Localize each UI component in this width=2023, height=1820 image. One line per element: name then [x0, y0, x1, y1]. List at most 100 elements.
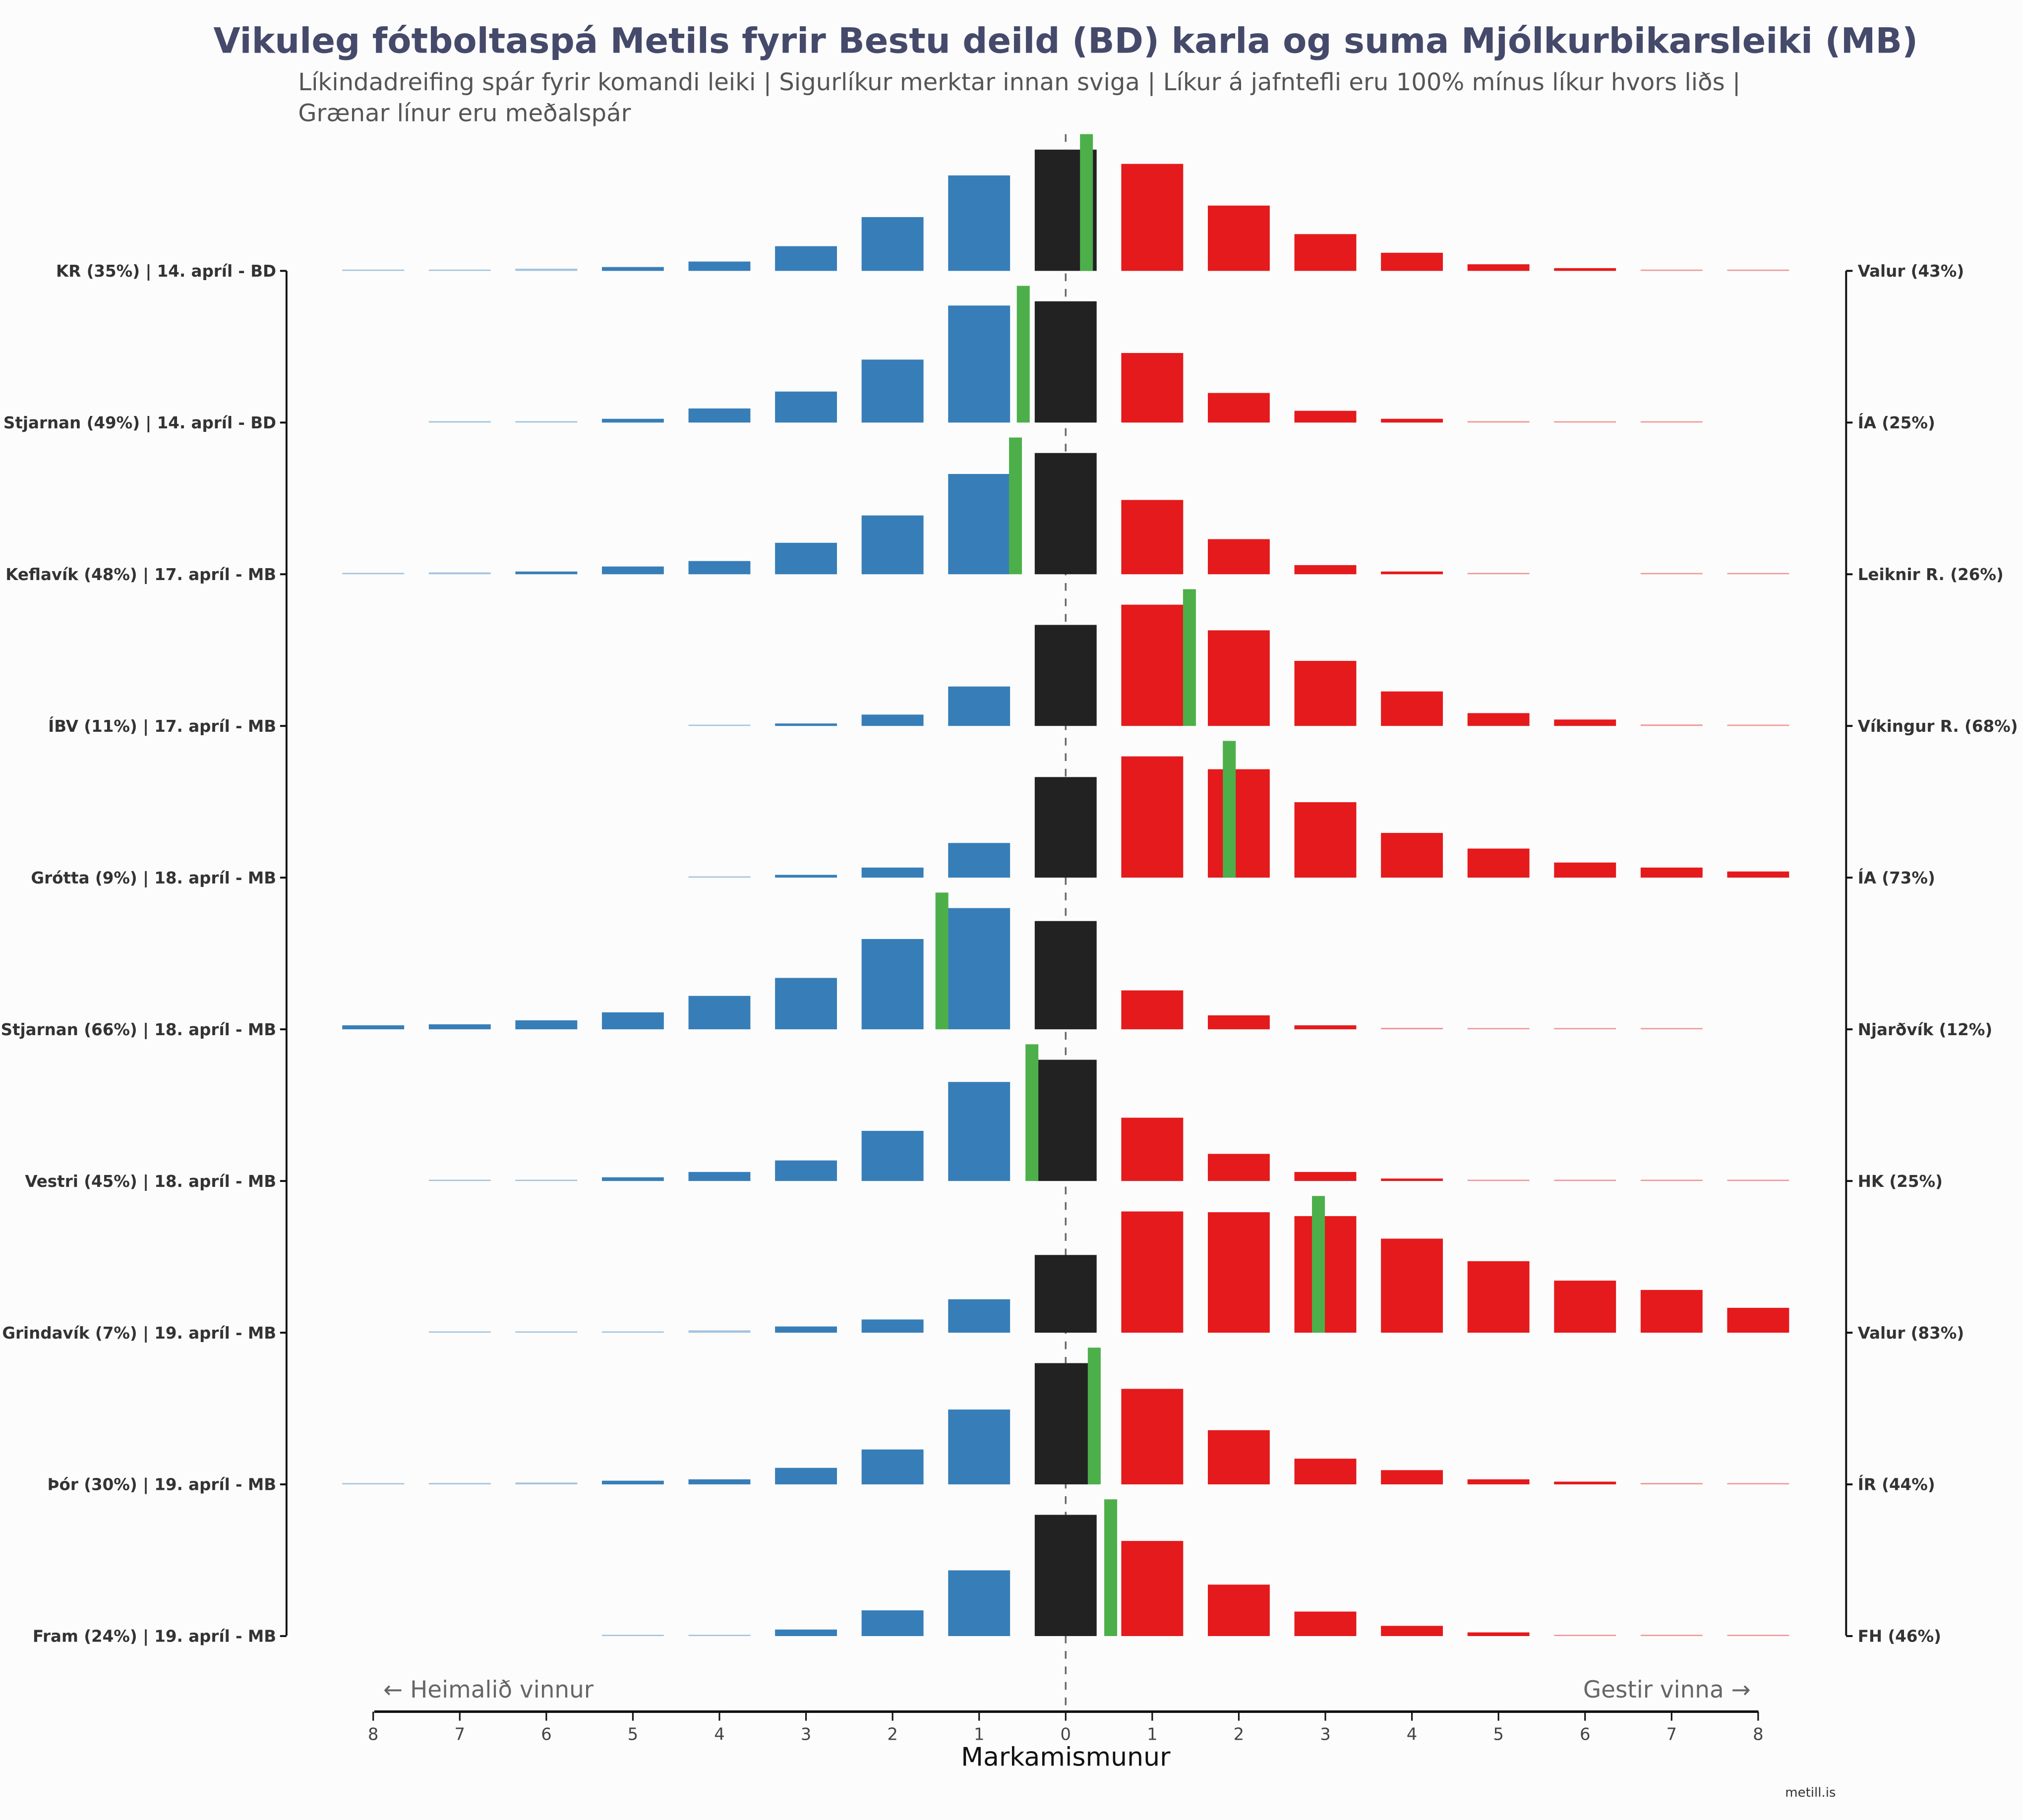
mean-prediction-line: [1016, 286, 1030, 423]
home-win-bar: [688, 996, 751, 1030]
away-wins-annotation: Gestir vinna →: [1583, 1677, 1751, 1703]
away-win-bar: [1467, 1479, 1530, 1485]
away-win-bar: [1121, 1389, 1184, 1485]
away-win-bar: [1294, 565, 1357, 575]
subtitle-line-1: Líkindadreifing spár fyrir komandi leiki…: [298, 68, 1740, 96]
home-win-bar: [861, 217, 924, 271]
away-win-bar: [1381, 1238, 1443, 1333]
away-win-bar: [1207, 1154, 1270, 1181]
subtitle-line-2: Grænar línur eru meðalspár: [298, 100, 631, 127]
mean-prediction-line: [935, 892, 949, 1030]
home-win-bar: [688, 408, 751, 423]
x-tick-label: 8: [368, 1725, 379, 1744]
match-row: Þór (30%) | 19. apríl - MB ÍR (44%): [48, 1348, 1935, 1495]
away-win-bar: [1294, 1025, 1357, 1030]
away-win-bar: [1640, 269, 1703, 271]
away-win-bar: [1207, 205, 1270, 271]
home-win-bar: [948, 175, 1011, 271]
away-win-bar: [1554, 421, 1616, 423]
away-team-label: FH (46%): [1858, 1627, 1941, 1646]
home-win-bar: [775, 246, 837, 271]
home-win-bar: [342, 573, 405, 575]
home-win-bar: [948, 843, 1011, 878]
home-win-bar: [948, 1570, 1011, 1636]
home-wins-annotation: ← Heimalið vinnur: [383, 1677, 594, 1703]
away-win-bar: [1640, 573, 1703, 575]
home-win-bar: [775, 1160, 837, 1181]
home-win-bar: [428, 1179, 491, 1181]
away-win-bar: [1554, 1635, 1616, 1636]
away-win-bar: [1381, 691, 1443, 726]
away-win-bar: [1640, 867, 1703, 878]
mean-prediction-line: [1104, 1499, 1118, 1636]
home-win-bar: [775, 1326, 837, 1333]
away-win-bar: [1554, 1179, 1616, 1181]
home-win-bar: [688, 1635, 751, 1636]
home-win-bar: [775, 723, 837, 726]
away-win-bar: [1294, 661, 1357, 726]
home-win-bar: [948, 1409, 1011, 1485]
match-row: Keflavík (48%) | 17. apríl - MB Leiknir R…: [5, 437, 2004, 585]
home-win-bar: [688, 876, 751, 878]
home-win-bar: [861, 359, 924, 423]
home-win-bar: [861, 1449, 924, 1485]
home-team-label: Grindavík (7%) | 19. apríl - MB: [2, 1324, 276, 1343]
match-row: KR (35%) | 14. apríl - BD Valur (43%): [56, 134, 1964, 281]
home-win-bar: [688, 1479, 751, 1485]
away-win-bar: [1121, 756, 1184, 878]
home-win-bar: [948, 474, 1011, 575]
x-tick-label: 8: [1753, 1725, 1764, 1744]
home-win-bar: [601, 267, 664, 271]
match-row: Grótta (9%) | 18. apríl - MB ÍA (73%): [31, 741, 1935, 888]
away-win-bar: [1554, 862, 1616, 878]
home-team-label: KR (35%) | 14. apríl - BD: [56, 262, 276, 281]
away-win-bar: [1381, 1626, 1443, 1636]
away-win-bar: [1207, 1015, 1270, 1030]
mean-prediction-line: [1080, 134, 1093, 271]
mean-prediction-line: [1223, 741, 1236, 878]
away-team-label: Valur (43%): [1858, 262, 1964, 281]
away-win-bar: [1467, 1261, 1530, 1333]
away-win-bar: [1207, 769, 1270, 878]
x-tick-label: 6: [1580, 1725, 1591, 1744]
draw-bar: [1034, 1363, 1097, 1485]
away-team-label: Leiknir R. (26%): [1858, 565, 2004, 584]
home-win-bar: [515, 1179, 578, 1181]
home-team-label: Vestri (45%) | 18. apríl - MB: [25, 1172, 276, 1191]
home-win-bar: [948, 908, 1011, 1030]
away-win-bar: [1467, 848, 1530, 878]
away-win-bar: [1207, 630, 1270, 726]
away-win-bar: [1121, 1117, 1184, 1181]
home-win-bar: [948, 305, 1011, 423]
home-win-bar: [342, 1025, 405, 1030]
draw-bar: [1034, 1059, 1097, 1181]
home-win-bar: [428, 1024, 491, 1030]
away-team-label: HK (25%): [1858, 1172, 1943, 1191]
home-win-bar: [861, 1319, 924, 1333]
x-tick-label: 4: [1407, 1725, 1418, 1744]
home-win-bar: [688, 561, 751, 575]
x-tick-label: 2: [1234, 1725, 1245, 1744]
home-win-bar: [428, 269, 491, 271]
draw-bar: [1034, 921, 1097, 1030]
away-win-bar: [1381, 571, 1443, 575]
away-win-bar: [1727, 1179, 1789, 1181]
home-team-label: Keflavík (48%) | 17. apríl - MB: [5, 565, 276, 585]
mean-prediction-line: [1312, 1196, 1325, 1333]
away-win-bar: [1294, 411, 1357, 423]
away-win-bar: [1640, 1028, 1703, 1030]
mean-prediction-line: [1009, 437, 1022, 575]
home-win-bar: [428, 1331, 491, 1333]
home-win-bar: [342, 1483, 405, 1485]
home-team-label: Þór (30%) | 19. apríl - MB: [48, 1475, 276, 1495]
away-win-bar: [1381, 1178, 1443, 1181]
home-team-label: Stjarnan (66%) | 18. apríl - MB: [1, 1020, 276, 1040]
home-win-bar: [948, 686, 1011, 726]
x-tick-label: 7: [1666, 1725, 1677, 1744]
home-win-bar: [601, 566, 664, 575]
draw-bar: [1034, 777, 1097, 878]
chart-title: Vikuleg fótboltaspá Metils fyrir Bestu d…: [213, 21, 1918, 61]
footer-source: metill.is: [1785, 1785, 1836, 1800]
away-win-bar: [1121, 353, 1184, 423]
